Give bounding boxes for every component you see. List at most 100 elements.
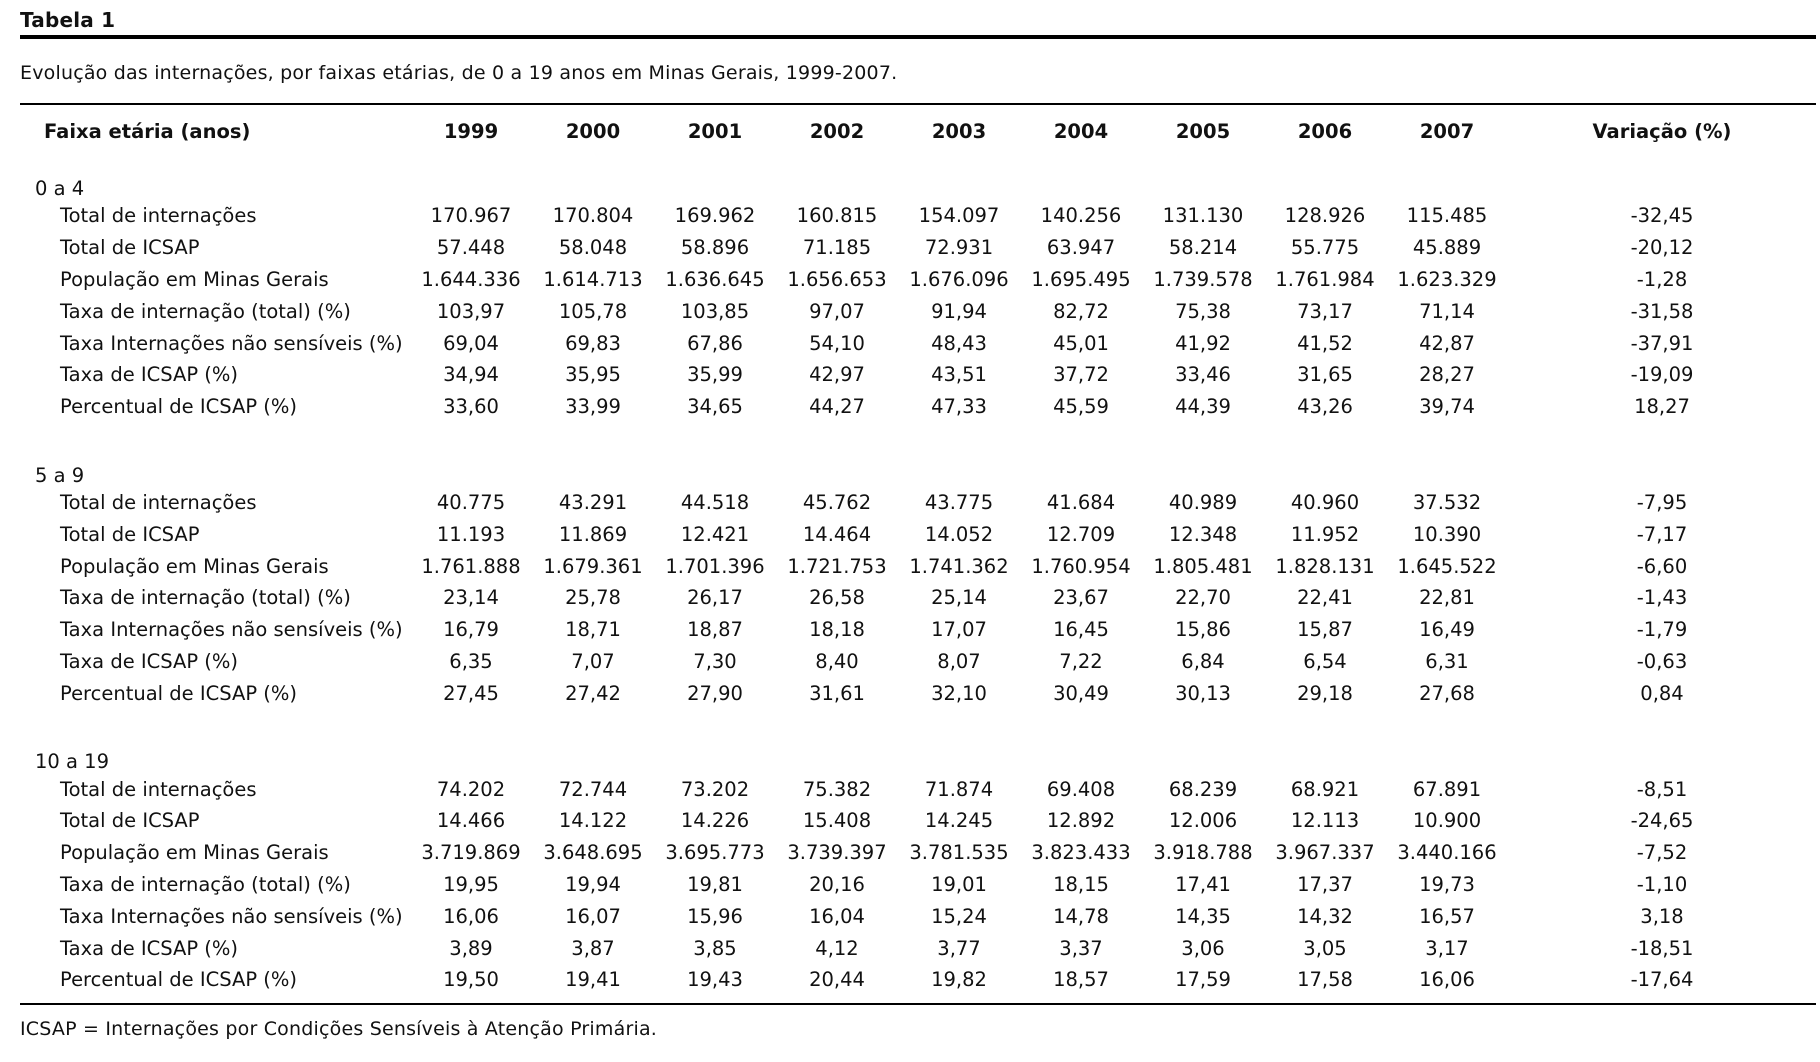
table-row: Percentual de ICSAP (%) 33,60 33,99 34,65 44…: [20, 391, 1816, 423]
value-cell: 11.952: [1290, 522, 1360, 546]
table-row: População em Minas Gerais 1.761.888 1.679.…: [20, 550, 1816, 582]
value-cell: 16,06: [443, 904, 499, 928]
value-cell: 170.967: [430, 204, 512, 228]
row-label: Percentual de ICSAP (%): [60, 395, 298, 419]
value-cell: 1.656.653: [787, 267, 887, 291]
table-body: 0 a 4 Total de internações 170.967 170.804 1…: [20, 156, 1816, 996]
value-cell: 41,92: [1175, 331, 1231, 355]
table-row: Taxa de ICSAP (%) 3,89 3,87 3,85 4,12 3,77 3,3…: [20, 932, 1816, 964]
value-cell: 18,57: [1053, 968, 1109, 992]
value-cell: 12.892: [1046, 809, 1116, 833]
variation-cell: -32,45: [1630, 204, 1694, 228]
value-cell: 3.823.433: [1031, 841, 1131, 865]
value-cell: 16,06: [1419, 968, 1475, 992]
header-cell: 2006: [1297, 119, 1353, 143]
value-cell: 12.006: [1168, 809, 1238, 833]
value-cell: 19,95: [443, 872, 499, 896]
value-cell: 1.701.396: [665, 554, 765, 578]
value-cell: 7,07: [571, 649, 615, 673]
value-cell: 69.408: [1046, 777, 1116, 801]
row-label: Percentual de ICSAP (%): [60, 968, 298, 992]
value-cell: 14.052: [924, 522, 994, 546]
row-label: Taxa de internação (total) (%): [60, 586, 351, 610]
value-cell: 17,58: [1297, 968, 1353, 992]
value-cell: 26,58: [809, 586, 865, 610]
value-cell: 37,72: [1053, 363, 1109, 387]
value-cell: 75.382: [802, 777, 872, 801]
value-cell: 42,87: [1419, 331, 1475, 355]
value-cell: 6,84: [1181, 649, 1225, 673]
value-cell: 1.739.578: [1153, 267, 1253, 291]
value-cell: 3,89: [449, 936, 493, 960]
row-label: Total de ICSAP: [60, 522, 200, 546]
spacer-cell: [20, 156, 1816, 166]
value-cell: 11.869: [558, 522, 628, 546]
value-cell: 11.193: [436, 522, 506, 546]
value-cell: 3,37: [1059, 936, 1103, 960]
value-cell: 8,40: [815, 649, 859, 673]
value-cell: 14.226: [680, 809, 750, 833]
value-cell: 57.448: [436, 236, 506, 260]
value-cell: 42,97: [809, 363, 865, 387]
value-cell: 35,95: [565, 363, 621, 387]
value-cell: 1.805.481: [1153, 554, 1253, 578]
value-cell: 16,49: [1419, 618, 1475, 642]
table-row: Taxa de internação (total) (%) 23,14 25,78…: [20, 582, 1816, 614]
header-cell: 2005: [1175, 119, 1231, 143]
value-cell: 45.762: [802, 490, 872, 514]
variation-cell: -8,51: [1636, 777, 1688, 801]
header-row: Faixa etária (anos) 1999 2000 2001 2002 …: [20, 106, 1816, 156]
value-cell: 30,13: [1175, 681, 1231, 705]
value-cell: 3,06: [1181, 936, 1225, 960]
value-cell: 34,94: [443, 363, 499, 387]
value-cell: 169.962: [674, 204, 756, 228]
value-cell: 58.214: [1168, 236, 1238, 260]
group-header-row: 5 a 9: [20, 453, 1816, 487]
table-row: Percentual de ICSAP (%) 27,45 27,42 27,90 31…: [20, 677, 1816, 709]
value-cell: 40.960: [1290, 490, 1360, 514]
value-cell: 45,01: [1053, 331, 1109, 355]
value-cell: 4,12: [815, 936, 859, 960]
value-cell: 35,99: [687, 363, 743, 387]
value-cell: 1.676.096: [909, 267, 1009, 291]
variation-cell: -1,43: [1636, 586, 1688, 610]
value-cell: 16,04: [809, 904, 865, 928]
variation-cell: -37,91: [1630, 331, 1694, 355]
variation-cell: -1,79: [1636, 618, 1688, 642]
value-cell: 18,18: [809, 618, 865, 642]
value-cell: 27,45: [443, 681, 499, 705]
value-cell: 1.644.336: [421, 267, 521, 291]
value-cell: 20,44: [809, 968, 865, 992]
value-cell: 3.781.535: [909, 841, 1009, 865]
value-cell: 17,59: [1175, 968, 1231, 992]
variation-cell: -1,10: [1636, 872, 1688, 896]
value-cell: 58.896: [680, 236, 750, 260]
value-cell: 6,31: [1425, 649, 1469, 673]
spacer-cell: [20, 423, 1816, 453]
value-cell: 23,14: [443, 586, 499, 610]
value-cell: 55.775: [1290, 236, 1360, 260]
value-cell: 54,10: [809, 331, 865, 355]
value-cell: 16,79: [443, 618, 499, 642]
value-cell: 73.202: [680, 777, 750, 801]
value-cell: 39,74: [1419, 395, 1475, 419]
row-label: Percentual de ICSAP (%): [60, 681, 298, 705]
header-cell: 2000: [565, 119, 621, 143]
value-cell: 7,22: [1059, 649, 1103, 673]
value-cell: 15,96: [687, 904, 743, 928]
group-header-row: 10 a 19: [20, 739, 1816, 773]
value-cell: 128.926: [1284, 204, 1366, 228]
value-cell: 45,59: [1053, 395, 1109, 419]
value-cell: 115.485: [1406, 204, 1488, 228]
header-cell: 1999: [443, 119, 499, 143]
value-cell: 44,27: [809, 395, 865, 419]
value-cell: 68.921: [1290, 777, 1360, 801]
header-cell: 2001: [687, 119, 743, 143]
value-cell: 1.721.753: [787, 554, 887, 578]
value-cell: 97,07: [809, 299, 865, 323]
value-cell: 18,71: [565, 618, 621, 642]
group-header-row: 0 a 4: [20, 166, 1816, 200]
value-cell: 6,54: [1303, 649, 1347, 673]
table-row: Total de internações 170.967 170.804 169.96…: [20, 200, 1816, 232]
age-group-label: 10 a 19: [35, 750, 109, 774]
